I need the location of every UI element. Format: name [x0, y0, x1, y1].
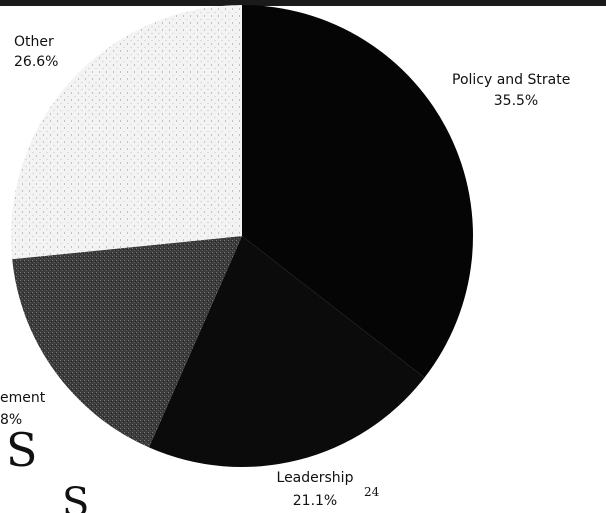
- fragment-s-glyph: S: [6, 423, 38, 477]
- fragment-bottom: S: [62, 480, 89, 513]
- slice-other: [10, 5, 242, 260]
- label-engagement-pct: 8%: [0, 412, 22, 428]
- label-leadership: Leadership: [277, 470, 354, 486]
- slice-leadership: [148, 236, 425, 467]
- label-other-pct: 26.6%: [14, 54, 58, 70]
- label-policy: Policy and Strate: [452, 72, 570, 88]
- label-leadership-pct: 21.1%: [293, 493, 337, 509]
- top-border-bar: [0, 0, 606, 6]
- label-engagement: ement: [0, 390, 46, 406]
- label-other: Other: [14, 34, 54, 50]
- label-policy-pct: 35.5%: [494, 93, 538, 109]
- fragment-tiny-mark: 24: [364, 485, 380, 499]
- slice-policy-and-strategy: [242, 5, 473, 378]
- slice-engagement: [12, 236, 242, 448]
